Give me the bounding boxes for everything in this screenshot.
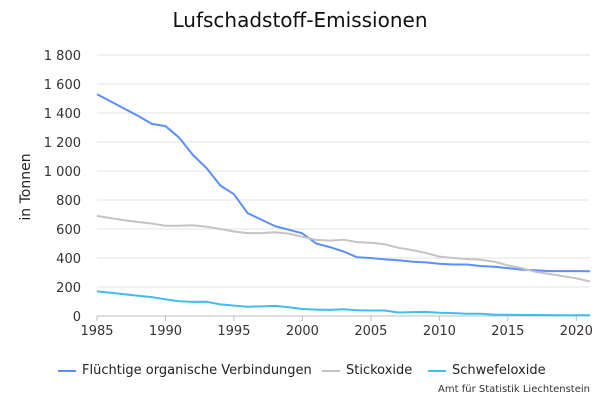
source-note: Amt für Statistik Liechtenstein (438, 384, 590, 395)
legend: Flüchtige organische Verbindungen Sticko… (0, 363, 600, 383)
chart-title: Lufschadstoff-Emissionen (172, 8, 428, 32)
x-tick-label: 1990 (149, 324, 182, 339)
gridlines (97, 54, 590, 288)
legend-swatch-sox (428, 369, 446, 372)
y-tick-label: 600 (56, 223, 81, 238)
legend-label-voc: Flüchtige organische Verbindungen (82, 363, 312, 378)
legend-item-sox: Schwefeloxide (428, 363, 546, 378)
y-tick-label: 0 (73, 310, 81, 325)
x-tick-label: 1985 (80, 324, 113, 339)
x-tick-label: 2015 (491, 324, 524, 339)
y-tick-label: 400 (56, 252, 81, 267)
y-tick-label: 1 000 (44, 165, 81, 180)
y-tick-label: 1 200 (44, 136, 81, 151)
series-line-1 (96, 214, 591, 283)
x-tick-label: 1995 (217, 324, 250, 339)
legend-swatch-voc (58, 369, 76, 372)
y-tick-label: 1 600 (44, 78, 81, 93)
y-tick-label: 1 800 (44, 49, 81, 64)
series-lines (96, 93, 591, 317)
x-tick-label: 2000 (286, 324, 319, 339)
axes: 0 200 400 600 800 1 000 1 200 1 400 1 600 1 800 19… (44, 49, 593, 339)
legend-item-voc: Flüchtige organische Verbindungen (58, 363, 312, 378)
x-tick-label: 2005 (354, 324, 387, 339)
legend-swatch-nox (322, 369, 340, 372)
y-tick-label: 200 (56, 281, 81, 296)
series-line-2 (96, 290, 590, 317)
legend-label-sox: Schwefeloxide (452, 363, 546, 378)
x-tick-label: 2010 (423, 324, 456, 339)
legend-label-nox: Stickoxide (346, 363, 413, 378)
series-line-0 (96, 93, 591, 273)
x-tick-label: 2020 (560, 324, 593, 339)
legend-item-nox: Stickoxide (322, 363, 412, 378)
y-tick-label: 1 400 (44, 107, 81, 122)
y-tick-label: 800 (56, 194, 81, 209)
